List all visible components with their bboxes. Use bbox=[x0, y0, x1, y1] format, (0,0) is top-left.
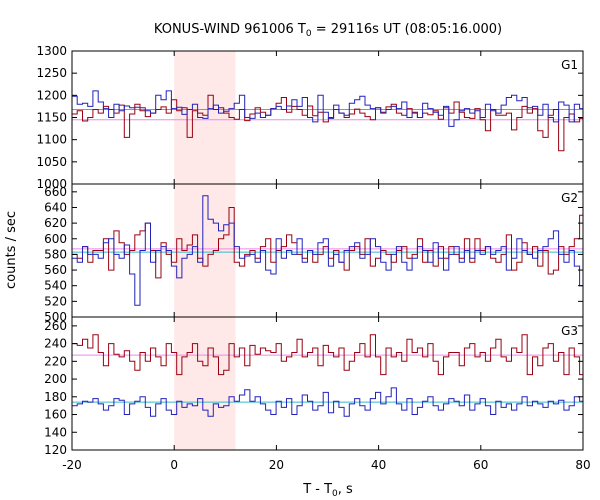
panels-group: 1000105011001150120012501300G15005205405… bbox=[36, 44, 590, 472]
panel-label-g2: G2 bbox=[561, 191, 578, 205]
chart-title-rest: = 29116s UT (08:05:16.000) bbox=[312, 22, 502, 37]
chart-title: KONUS-WIND 961006 T0 = 29116s UT (08:05:… bbox=[154, 22, 502, 39]
chart-title-main: KONUS-WIND 961006 T bbox=[154, 22, 306, 37]
panel-frame-g3 bbox=[71, 316, 584, 451]
series-g1-blue bbox=[72, 90, 583, 127]
y-tick-label: 500 bbox=[44, 310, 67, 324]
y-tick-label: 1000 bbox=[36, 177, 67, 191]
y-tick-label: 240 bbox=[44, 337, 67, 351]
x-tick-label: 0 bbox=[170, 458, 178, 472]
y-tick-label: 220 bbox=[44, 354, 67, 368]
y-tick-label: 640 bbox=[44, 200, 67, 214]
y-tick-label: 1100 bbox=[36, 133, 67, 147]
y-tick-label: 1300 bbox=[36, 44, 67, 58]
series-g2-blue bbox=[72, 195, 583, 306]
y-tick-label: 1150 bbox=[36, 111, 67, 125]
x-tick-label: 20 bbox=[269, 458, 284, 472]
x-axis-label-rest: , s bbox=[338, 482, 353, 497]
panel-label-g3: G3 bbox=[561, 324, 578, 338]
y-tick-label: 1200 bbox=[36, 88, 67, 102]
y-tick-label: 180 bbox=[44, 390, 67, 404]
y-tick-label: 620 bbox=[44, 216, 67, 230]
panel-g3: 120 140 160 180 200 220 240 260 G3 bbox=[44, 316, 584, 457]
y-tick-label: 1050 bbox=[36, 155, 67, 169]
y-tick-label: 540 bbox=[44, 279, 67, 293]
panel-g1: 1000 1050 1100 1150 1200 1250 1300 G1 bbox=[36, 44, 584, 191]
y-tick-label: 560 bbox=[44, 263, 67, 277]
x-tick-label: 60 bbox=[473, 458, 488, 472]
x-axis-label: T - T0, s bbox=[302, 482, 353, 499]
x-tick-label: -20 bbox=[62, 458, 82, 472]
y-tick-label: 160 bbox=[44, 408, 67, 422]
x-axis-label-main: T - T bbox=[302, 482, 332, 497]
y-tick-label: 520 bbox=[44, 294, 67, 308]
y-axis-label: counts / sec bbox=[4, 211, 19, 289]
y-tick-label: 200 bbox=[44, 372, 67, 386]
y-tick-label: 1250 bbox=[36, 66, 67, 80]
y-tick-label: 140 bbox=[44, 425, 67, 439]
series-g3-red bbox=[72, 334, 583, 376]
x-tick-label: 80 bbox=[575, 458, 590, 472]
y-tick-label: 600 bbox=[44, 232, 67, 246]
y-tick-label: 580 bbox=[44, 247, 67, 261]
y-tick-label: 260 bbox=[44, 319, 67, 333]
y-tick-label: 660 bbox=[44, 185, 67, 199]
chart-title-subscript: 0 bbox=[306, 29, 312, 39]
x-axis-label-subscript: 0 bbox=[332, 489, 338, 499]
series-g3-blue bbox=[72, 387, 583, 417]
y-tick-label: 120 bbox=[44, 443, 67, 457]
panel-label-g1: G1 bbox=[561, 58, 578, 72]
x-tick-label: 40 bbox=[371, 458, 386, 472]
